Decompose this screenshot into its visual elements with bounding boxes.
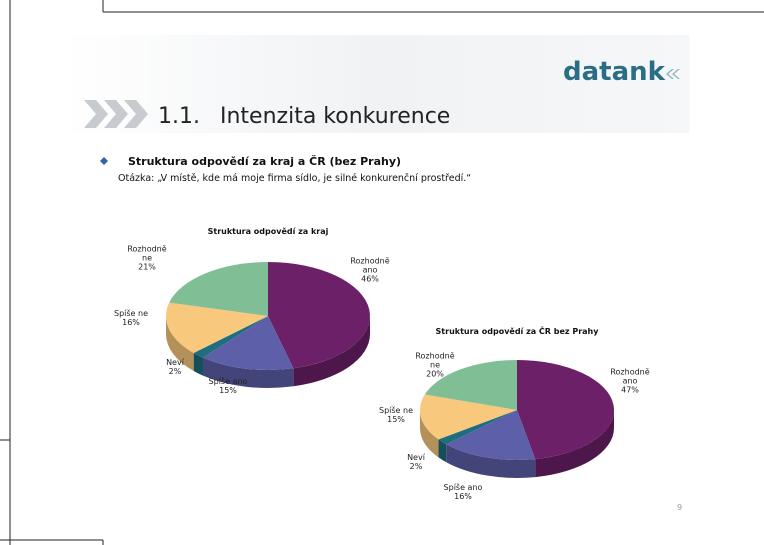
slice-label: Spíše ano 15% [203, 377, 253, 395]
slice-label: Rozhodně ano 47% [605, 368, 655, 395]
slice-value: 20% [426, 369, 444, 379]
pie-slice [169, 262, 268, 316]
page-number: 9 [677, 503, 682, 512]
question: Otázka: „V místě, kde má moje firma sídl… [118, 173, 471, 184]
pie-slice [438, 410, 517, 445]
title-chevrons [84, 100, 148, 128]
logo: datank [563, 57, 666, 87]
pie-slice [420, 394, 517, 440]
slice-label: Spíše ne 16% [106, 309, 156, 327]
pie-slice [446, 410, 536, 460]
slice-name: Rozhodně ano [350, 256, 390, 275]
slice-name: Rozhodně ano [610, 367, 650, 386]
slice-label: Spíše ne 15% [371, 406, 421, 424]
pie-slice [517, 360, 615, 460]
slice-value: 46% [361, 274, 379, 284]
slice-label: Rozhodně ne 20% [410, 352, 460, 379]
pie-slice [424, 360, 517, 410]
slice-label: Rozhodně ano 46% [345, 257, 395, 284]
slice-label: Neví 2% [391, 453, 441, 471]
chart-title: Struktura odpovědí za ČR bez Prahy [436, 325, 600, 336]
pie-side [202, 357, 294, 388]
pie-side [293, 316, 370, 387]
pie-side [438, 439, 447, 463]
slice-value: 2% [168, 367, 182, 376]
slide-title: Intenzita konkurence [220, 104, 450, 129]
pie-side [420, 410, 439, 458]
slice-name: Rozhodně ne [127, 244, 167, 263]
slice-label: Neví 2% [150, 358, 200, 376]
slice-name: Rozhodně ne [415, 351, 455, 370]
slice-value: 47% [621, 385, 639, 395]
heading: Struktura odpovědí za kraj a ČR (bez Pra… [128, 155, 401, 168]
chart-title: Struktura odpovědí za kraj [208, 226, 329, 236]
logo-chevron [666, 69, 680, 79]
pie-side [166, 316, 194, 371]
slice-name: Spíše ano [443, 483, 483, 492]
slice-name: Spíše ano [208, 377, 248, 386]
bullet [100, 157, 108, 165]
slice-value: 15% [219, 386, 237, 395]
slice-value: 15% [387, 415, 405, 424]
pie-slice [193, 316, 268, 358]
slice-value: 16% [122, 318, 140, 327]
slice-value: 2% [409, 462, 423, 471]
slice-value: 21% [138, 262, 156, 272]
pie-side [535, 410, 614, 478]
slice-label: Rozhodně ne 21% [122, 245, 172, 272]
section-number: 1.1. [158, 104, 200, 129]
slice-name: Spíše ne [113, 309, 148, 318]
pie-side [446, 444, 536, 478]
slice-name: Spíše ne [378, 406, 413, 415]
pie-slice [202, 316, 294, 370]
pie-side [193, 352, 203, 376]
pie-slice [268, 262, 370, 369]
header-band [60, 35, 690, 133]
slice-name: Neví [166, 358, 184, 367]
pie-slice [166, 302, 268, 353]
slice-label: Spíše ano 16% [438, 483, 488, 501]
slice-value: 16% [454, 492, 472, 501]
slice-name: Neví [407, 453, 425, 462]
